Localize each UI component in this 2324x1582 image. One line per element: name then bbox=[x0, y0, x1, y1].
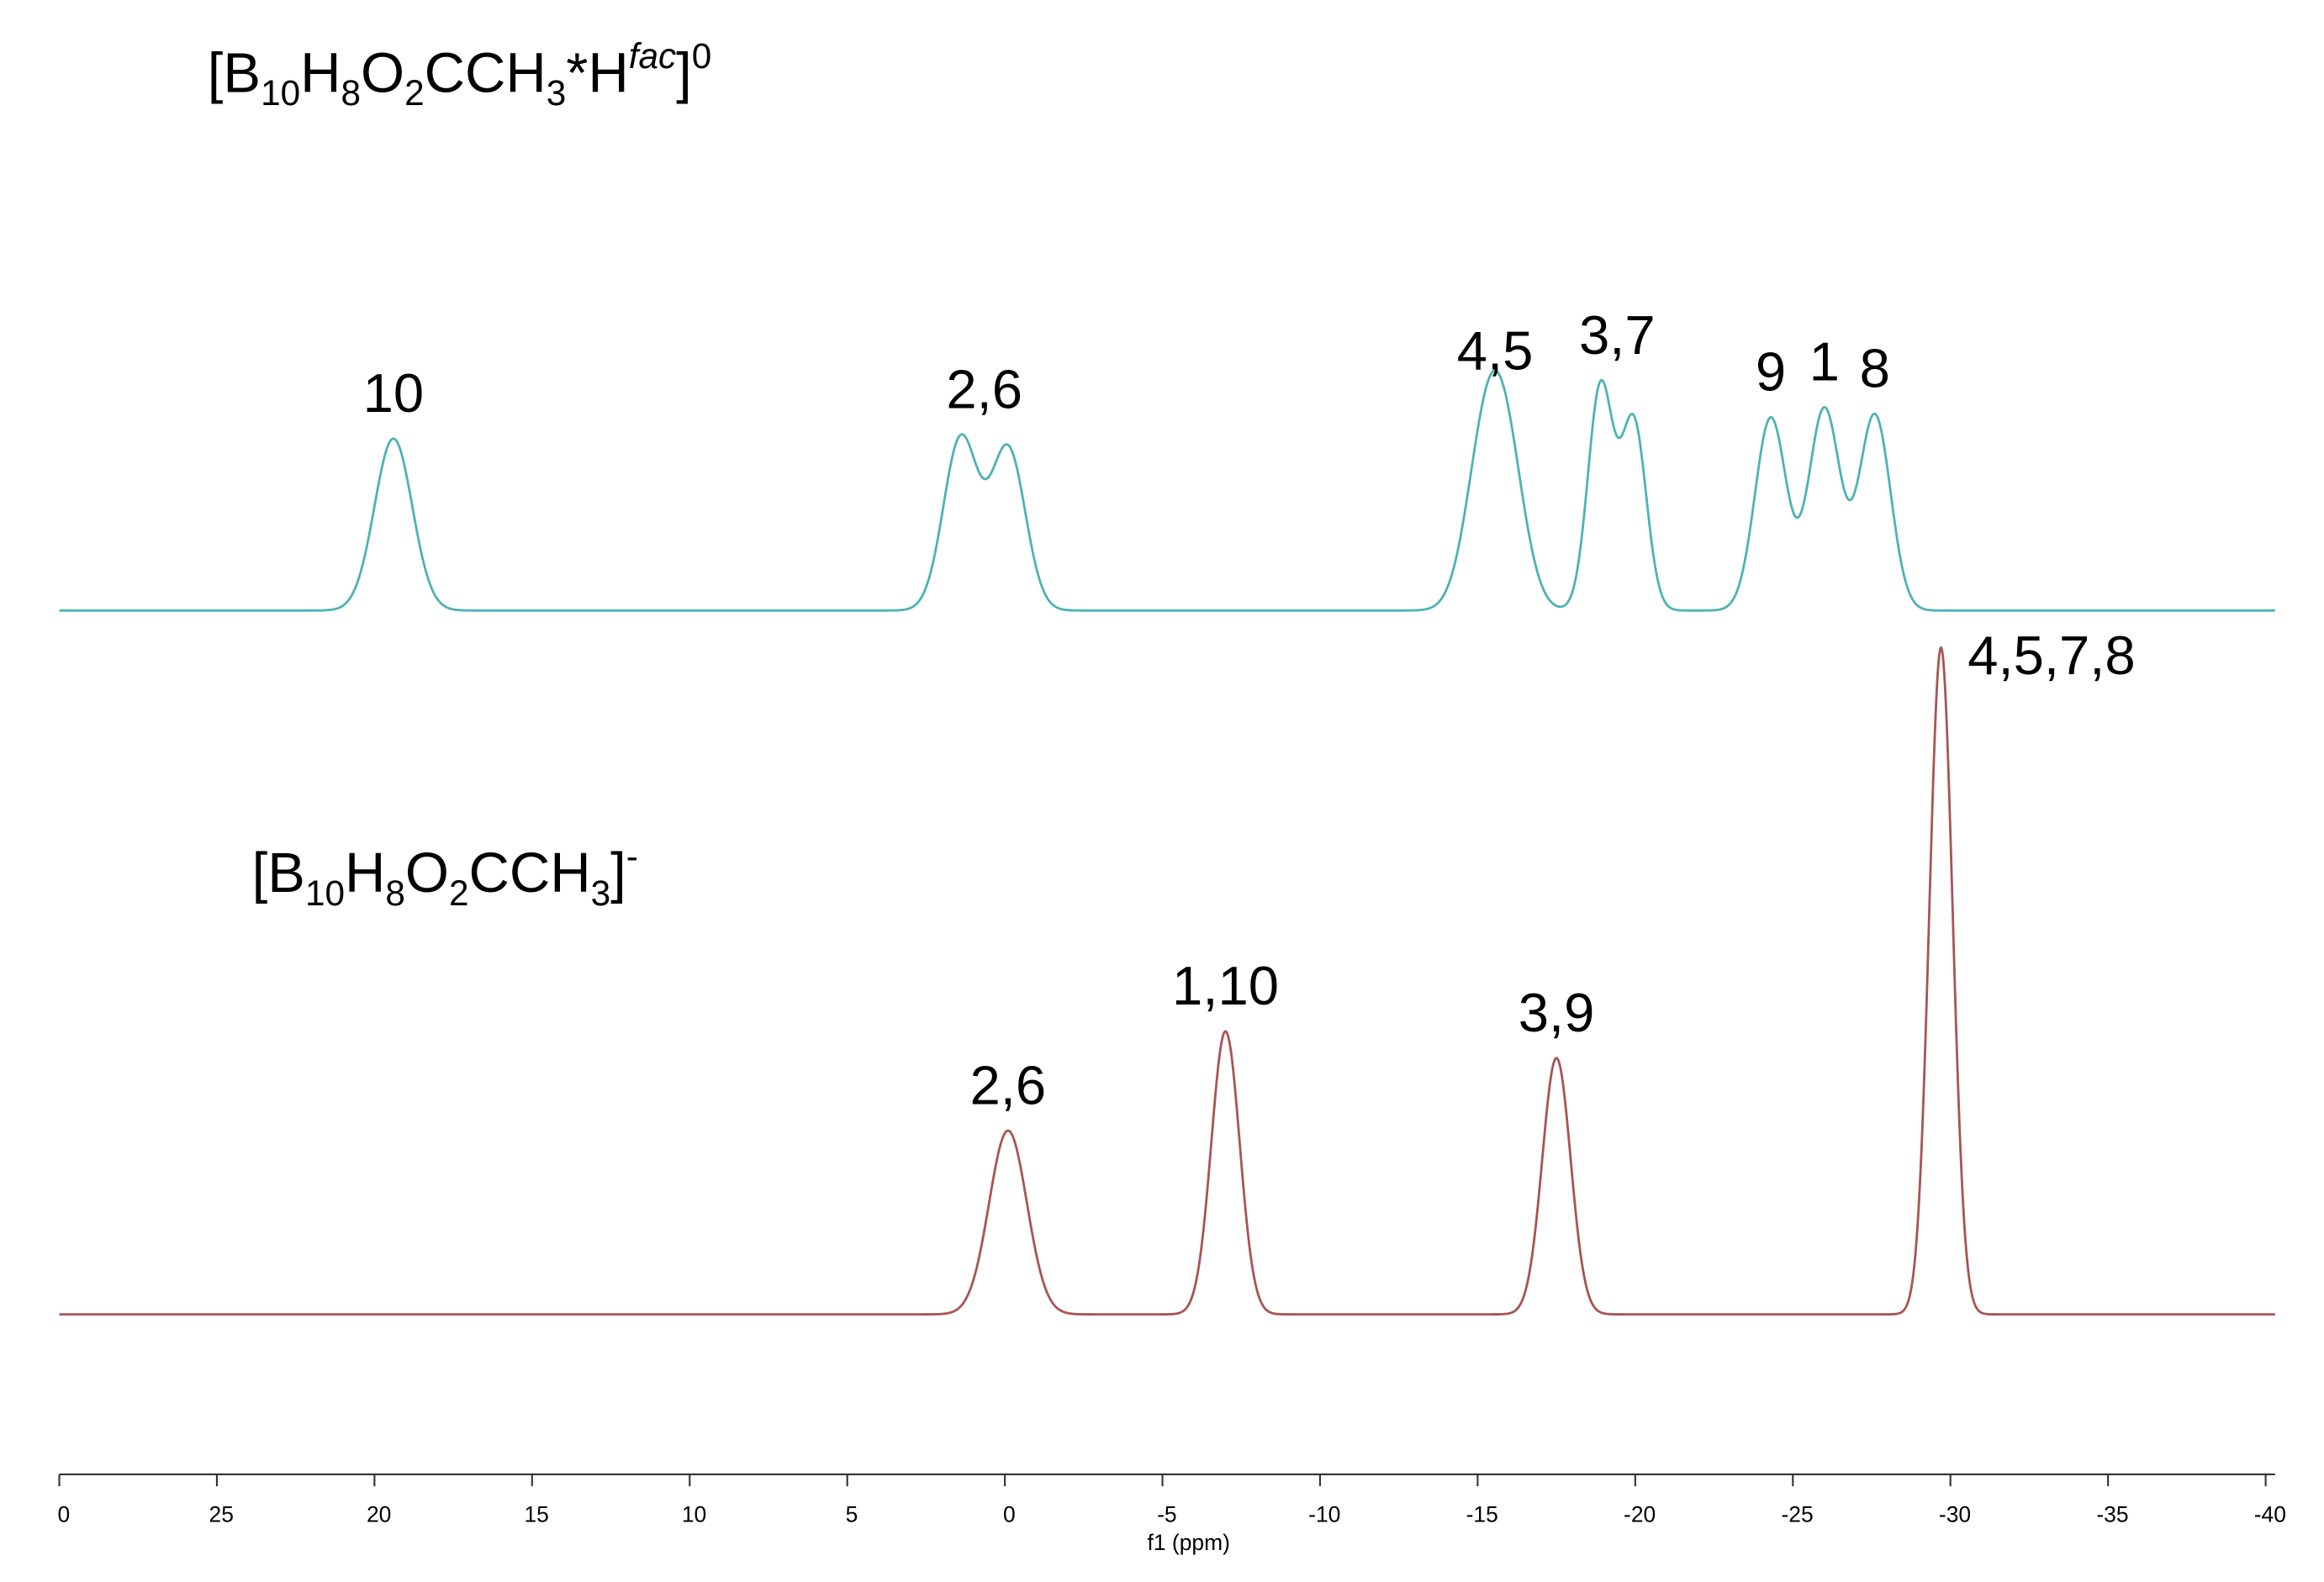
peak-label: 4,5 bbox=[1457, 320, 1534, 382]
x-tick-label: -20 bbox=[1624, 1501, 1656, 1527]
formula-part: 2 bbox=[404, 73, 425, 113]
formula-part: ] bbox=[610, 841, 626, 904]
formula-part: 10 bbox=[305, 873, 345, 913]
formula-part: CCH bbox=[469, 841, 591, 904]
formula-part: - bbox=[626, 836, 638, 876]
peak-label: 3,7 bbox=[1579, 304, 1656, 366]
peak-label: 4,5,7,8 bbox=[1967, 625, 2135, 686]
formula-part: O bbox=[361, 41, 404, 104]
peak-label: 1,10 bbox=[1172, 955, 1279, 1016]
x-axis-label: f1 (ppm) bbox=[1148, 1530, 1230, 1555]
x-tick-label: -40 bbox=[2254, 1501, 2286, 1527]
peak-label: 2,6 bbox=[970, 1054, 1047, 1115]
x-tick-label: 0 bbox=[1003, 1501, 1016, 1527]
formula-part: 8 bbox=[385, 873, 405, 913]
formula-part: 3 bbox=[547, 73, 567, 113]
x-tick-label: -10 bbox=[1308, 1501, 1340, 1527]
formula-part: CCH bbox=[425, 41, 547, 104]
x-tick-label: -25 bbox=[1781, 1501, 1813, 1527]
peak-label: 1 bbox=[1809, 331, 1840, 393]
formula-part: ] bbox=[676, 41, 692, 104]
peak-label: 10 bbox=[363, 362, 425, 424]
spectrum-line bbox=[59, 646, 2275, 1316]
series-label: [B10H8O2CCH3]- bbox=[252, 836, 638, 913]
formula-part: [B bbox=[252, 841, 305, 904]
formula-part: *H bbox=[566, 41, 628, 104]
formula-part: 8 bbox=[341, 73, 362, 113]
formula-part: H bbox=[300, 41, 341, 104]
formula-part: 10 bbox=[261, 73, 300, 113]
formula-part: 3 bbox=[591, 873, 611, 913]
x-tick-label: 0 bbox=[57, 1501, 70, 1527]
peak-label: 8 bbox=[1860, 337, 1890, 398]
x-tick-label: 5 bbox=[846, 1501, 858, 1527]
spectrum-line bbox=[59, 369, 2275, 612]
x-tick-label: -5 bbox=[1157, 1501, 1177, 1527]
x-tick-label: 25 bbox=[209, 1501, 234, 1527]
x-tick-label: 10 bbox=[682, 1501, 706, 1527]
formula-part: H bbox=[345, 841, 385, 904]
peak-label: 2,6 bbox=[946, 358, 1022, 419]
formula-part: 0 bbox=[692, 36, 712, 76]
series-label: [B10H8O2CCH3*Hfac]0 bbox=[208, 36, 712, 113]
formula-part: fac bbox=[629, 36, 676, 76]
formula-part: O bbox=[405, 841, 449, 904]
x-tick-label: -30 bbox=[1939, 1501, 1971, 1527]
x-tick-label: -35 bbox=[2096, 1501, 2128, 1527]
x-tick-label: -15 bbox=[1466, 1501, 1498, 1527]
peak-label: 9 bbox=[1756, 341, 1786, 403]
formula-part: 2 bbox=[449, 873, 469, 913]
peak-label: 3,9 bbox=[1519, 982, 1595, 1043]
formula-part: [B bbox=[208, 41, 261, 104]
x-tick-label: 15 bbox=[524, 1501, 548, 1527]
x-tick-label: 20 bbox=[367, 1501, 391, 1527]
